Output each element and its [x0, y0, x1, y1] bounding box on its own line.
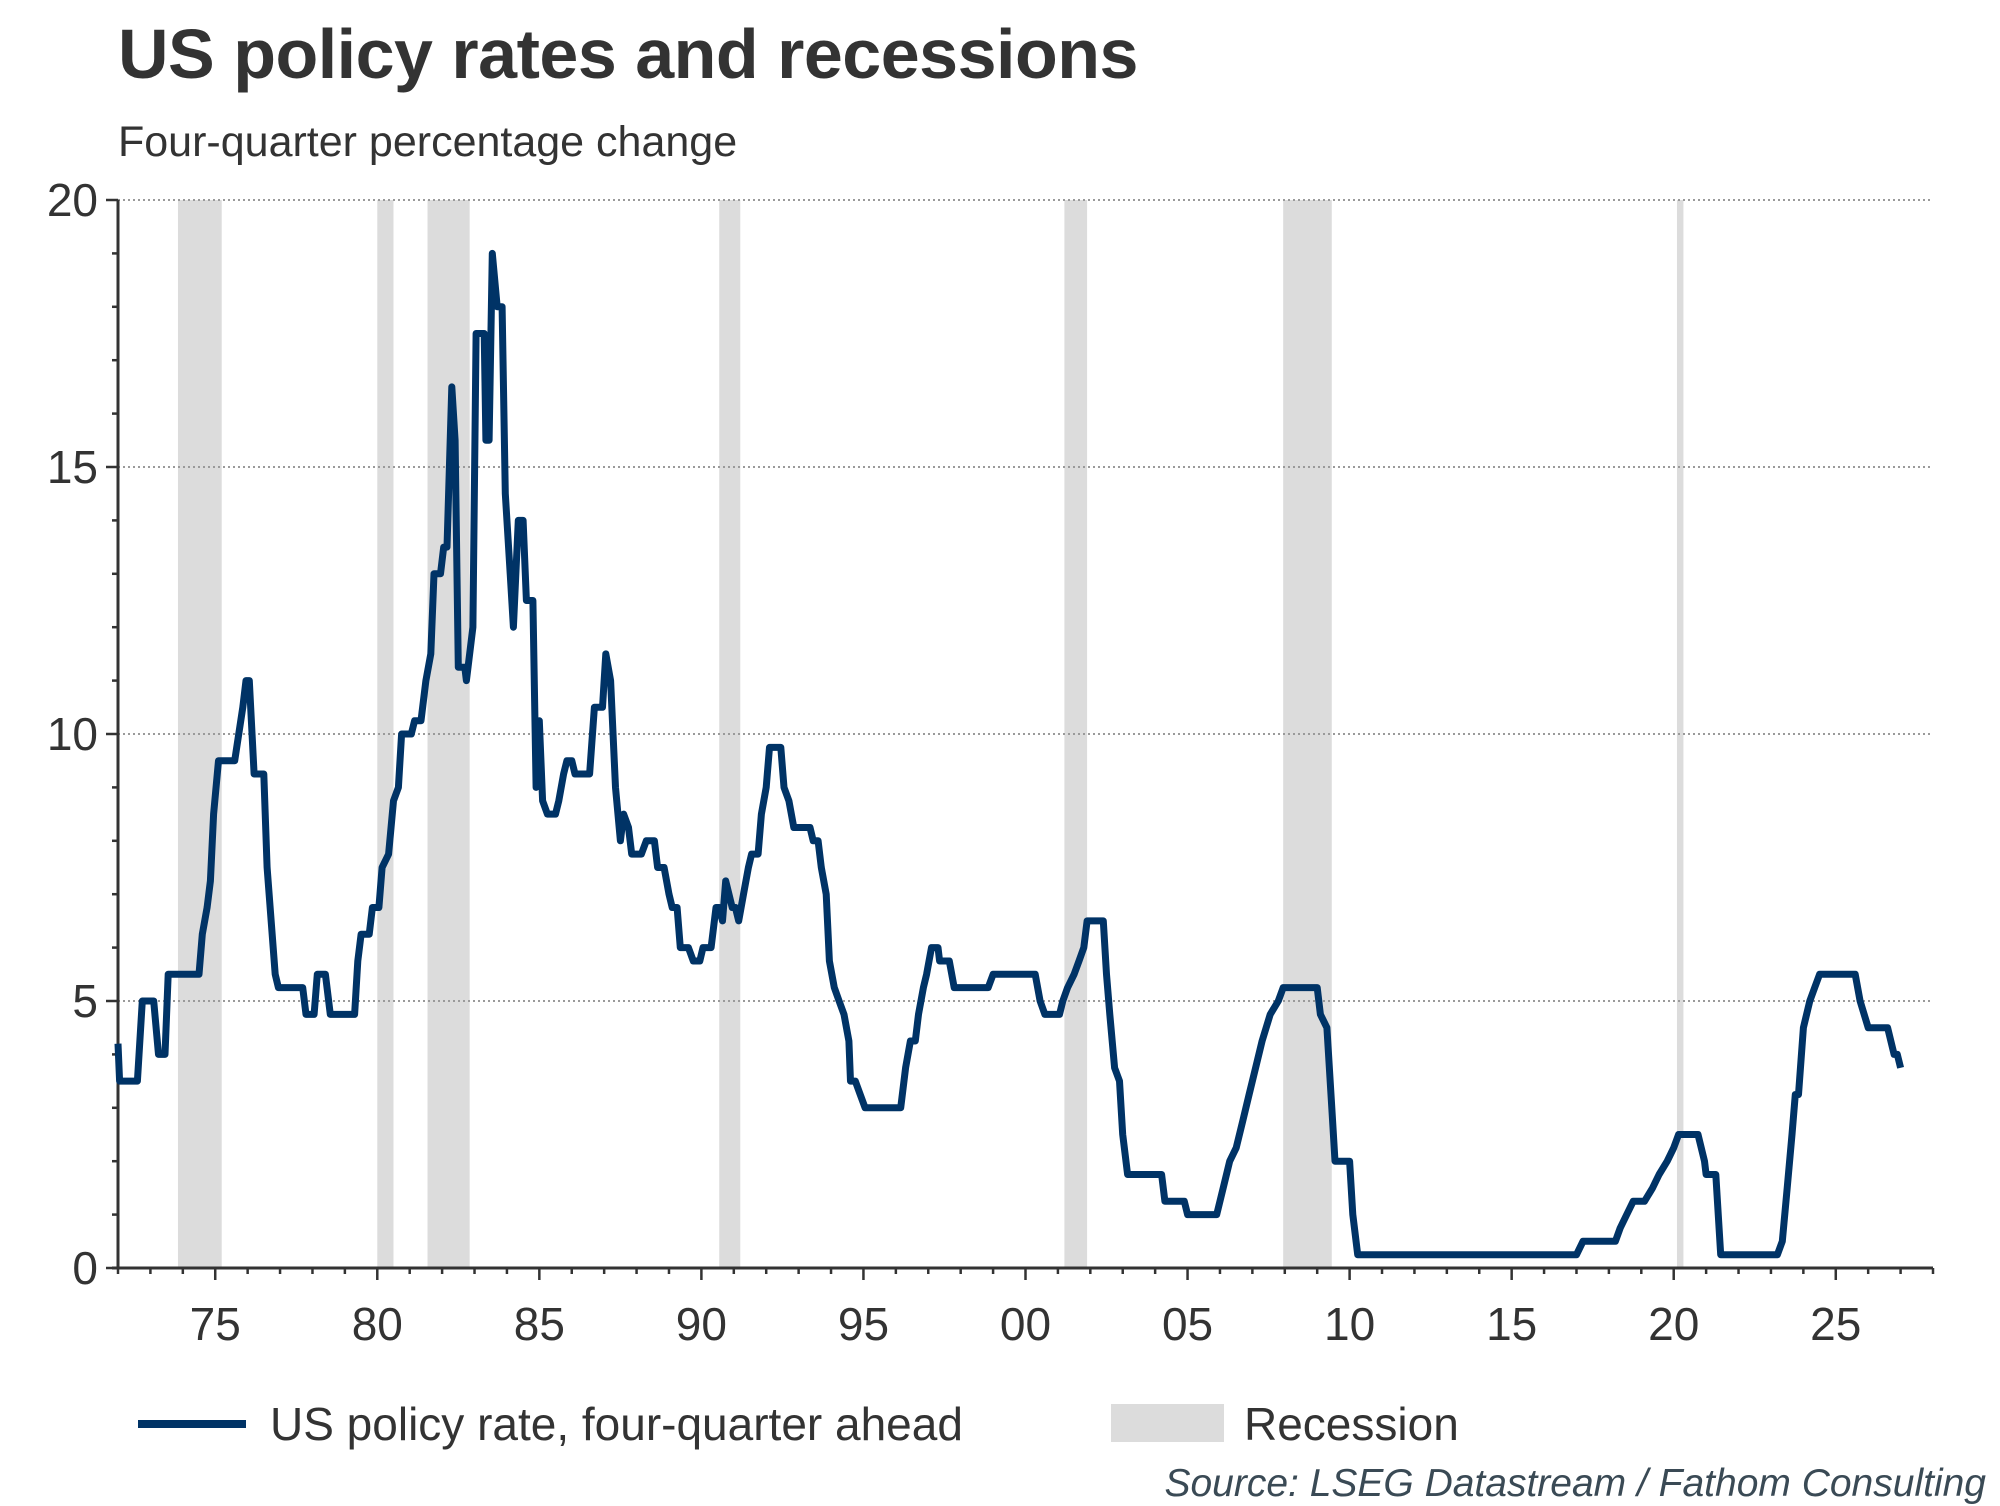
x-tick-label: 15 — [1486, 1298, 1537, 1350]
y-tick-label: 15 — [47, 441, 98, 493]
recession-band — [1676, 200, 1684, 1268]
recession-band — [1064, 200, 1088, 1268]
y-tick-label: 20 — [47, 174, 98, 226]
y-tick-label: 10 — [47, 708, 98, 760]
x-tick-label: 20 — [1648, 1298, 1699, 1350]
legend-label-recession: Recession — [1244, 1398, 1459, 1450]
x-tick-label: 90 — [676, 1298, 727, 1350]
x-tick-label: 75 — [190, 1298, 241, 1350]
legend-label-policy-rate: US policy rate, four-quarter ahead — [270, 1398, 963, 1450]
chart-title: US policy rates and recessions — [118, 15, 1138, 93]
y-tick-label: 5 — [72, 975, 98, 1027]
x-tick-label: 10 — [1324, 1298, 1375, 1350]
chart-subtitle: Four-quarter percentage change — [118, 118, 738, 166]
y-tick-label: 0 — [72, 1242, 98, 1294]
legend-recession-swatch — [1111, 1404, 1224, 1442]
source-note: Source: LSEG Datastream / Fathom Consult… — [1164, 1462, 1986, 1505]
x-tick-label: 80 — [352, 1298, 403, 1350]
series-layer — [114, 249, 1904, 1259]
series-line-policy-rate — [114, 249, 1904, 1259]
x-tick-label: 00 — [1000, 1298, 1051, 1350]
x-tick-label: 25 — [1810, 1298, 1861, 1350]
x-tick-label: 85 — [514, 1298, 565, 1350]
legend: US policy rate, four-quarter ahead Reces… — [138, 1398, 1459, 1450]
x-tick-label: 95 — [838, 1298, 889, 1350]
x-tick-label: 05 — [1162, 1298, 1213, 1350]
